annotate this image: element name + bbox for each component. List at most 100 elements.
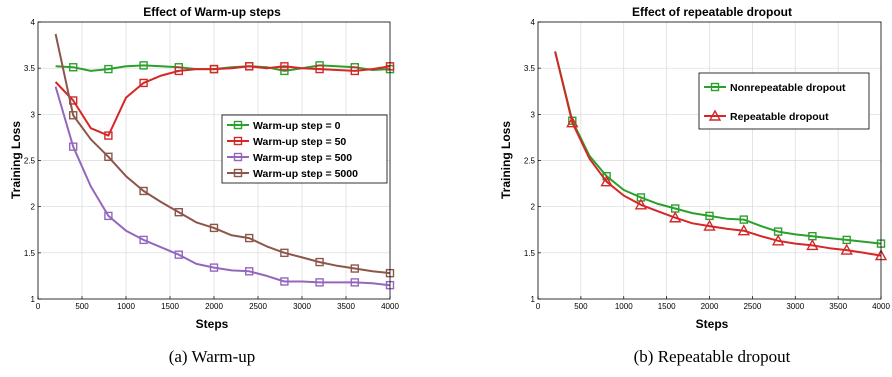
chart-a-series-1-point xyxy=(104,64,113,74)
chart-a-ylabel: Training Loss xyxy=(9,121,23,199)
chart-b-ytick-label: 1 xyxy=(531,295,536,304)
chart-a-series-3-point xyxy=(209,263,219,272)
chart-b-series-2-point xyxy=(771,234,785,246)
chart-a-xtick-label: 500 xyxy=(75,302,89,311)
chart-a-legend-box xyxy=(221,114,388,184)
chart-a-series-4-point xyxy=(244,233,254,243)
chart-a-xtick-label: 3000 xyxy=(293,302,311,311)
chart-b-ytick-label: 3.5 xyxy=(524,64,536,73)
chart-b-xtick-label: 4000 xyxy=(872,302,890,311)
chart-a-xlabel: Steps xyxy=(196,317,229,331)
chart-a-series-1-point xyxy=(280,66,289,76)
chart-b-xtick-label: 2000 xyxy=(701,302,719,311)
chart-b-xtick-label: 3000 xyxy=(786,302,804,311)
chart-a-legend-marker xyxy=(233,168,243,178)
chart-b-series-2-point xyxy=(737,224,750,236)
chart-b-xtick-label: 1000 xyxy=(615,302,633,311)
chart-b-ytick-label: 4 xyxy=(531,18,536,27)
chart-a-legend-label: Warm-up step = 500 xyxy=(253,152,352,164)
chart-a-series-2-point xyxy=(174,66,184,76)
chart-b-title: Effect of repeatable dropout xyxy=(632,5,792,19)
chart-a-series-3-point xyxy=(139,235,148,245)
chart-a-xtick-label: 4000 xyxy=(381,302,399,311)
chart-b-ytick-label: 2 xyxy=(531,203,536,212)
chart-a-series-2-point xyxy=(139,78,148,88)
chart-b-xtick-label: 0 xyxy=(536,302,541,311)
chart-a-legend-marker xyxy=(233,120,243,130)
chart-b-series-2-point xyxy=(840,243,853,255)
chart-b-series-2-point xyxy=(806,239,819,251)
chart-a-ytick-label: 2.5 xyxy=(24,157,36,166)
chart-b-xtick-label: 3500 xyxy=(829,302,847,311)
chart-b-series-2-point xyxy=(634,198,648,210)
chart-b-legend-marker xyxy=(708,109,722,121)
chart-a-ytick-label: 1 xyxy=(31,295,36,304)
chart-b-series-2-point xyxy=(566,116,579,128)
chart-b-ytick-label: 3 xyxy=(531,110,536,119)
chart-a-legend-label: Warm-up step = 50 xyxy=(253,136,346,148)
chart-b-series-2-line xyxy=(554,51,882,257)
chart-b-caption: (b) Repeatable dropout xyxy=(634,347,791,366)
chart-a-series-3-point xyxy=(315,278,324,287)
chart-b-plot: 0 500 1000 1500 2000 2500 3000 3500 4000 1 1.5 2 2.5… xyxy=(524,18,891,311)
chart-a-xtick-label: 2000 xyxy=(205,302,223,311)
chart-a-series-2-line xyxy=(54,65,391,137)
chart-a-series-3-point xyxy=(350,278,359,287)
chart-b-series-1-point xyxy=(705,211,714,221)
chart-b-series-1-point xyxy=(842,235,851,245)
chart-a-ytick-label: 1.5 xyxy=(24,249,36,258)
chart-a-series-4-point xyxy=(104,152,113,162)
chart-a-series-2-point xyxy=(280,62,289,71)
chart-a-series-4-point xyxy=(280,248,289,258)
chart-a-legend-marker xyxy=(233,136,243,146)
chart-b-ytick-label: 2.5 xyxy=(524,157,536,166)
chart-b-legend-label: Repeatable dropout xyxy=(730,111,829,123)
chart-a-series-4-point xyxy=(139,186,148,196)
chart-b-xtick-label: 2500 xyxy=(743,302,761,311)
chart-a-legend-label: Warm-up step = 5000 xyxy=(253,168,358,180)
chart-a-ytick-label: 4 xyxy=(31,18,36,27)
chart-b-series-1-point xyxy=(739,215,748,224)
chart-a-series-4-point xyxy=(315,257,324,267)
chart-a-series-3-point xyxy=(280,277,289,286)
chart-a-series-3-point xyxy=(244,267,254,276)
chart-a-legend: Warm-up step = 0 Warm-up step = 50 Warm-up… xyxy=(221,114,388,184)
chart-b-xtick-label: 500 xyxy=(574,302,588,311)
chart-a-series-4-point xyxy=(68,111,78,120)
chart-a-ytick-label: 3.5 xyxy=(24,64,36,73)
chart-a-xtick-label: 1000 xyxy=(117,302,135,311)
chart-a-series-4-point xyxy=(174,208,184,217)
chart-a-series-2-point xyxy=(104,131,113,140)
chart-a-ytick-label: 3 xyxy=(31,110,36,119)
chart-a-series-3-point xyxy=(174,250,184,259)
chart-a-legend-label: Warm-up step = 0 xyxy=(253,120,341,132)
chart-a-xtick-label: 3500 xyxy=(337,302,355,311)
chart-b-series-2-point xyxy=(703,219,716,231)
chart-a-legend-marker xyxy=(233,152,243,162)
chart-a-xtick-label: 2500 xyxy=(249,302,267,311)
chart-a-series-1-point xyxy=(68,63,78,72)
chart-a-series-1-point xyxy=(139,61,148,70)
chart-b-legend-marker xyxy=(710,82,720,92)
chart-b-legend: Nonrepeatable dropout Repeatable dropout xyxy=(698,72,870,130)
chart-b-ytick-label: 1.5 xyxy=(524,249,536,258)
chart-a-series-4-point xyxy=(350,264,359,273)
chart-b-legend-box xyxy=(698,72,870,130)
chart-a-caption: (a) Warm-up xyxy=(169,347,256,366)
chart-a-plot: 0 500 1000 1500 2000 2500 3000 3500 4000 1 1.5 2 2.5… xyxy=(24,18,400,311)
chart-a-series-2-point xyxy=(350,66,359,76)
chart-b-series-2-point xyxy=(600,175,613,187)
chart-a-frame xyxy=(37,21,391,300)
chart-b-frame xyxy=(537,21,882,300)
chart-b-ylabel: Training Loss xyxy=(499,121,513,199)
chart-b-xlabel: Steps xyxy=(696,317,729,331)
chart-a-ytick-label: 2 xyxy=(31,203,36,212)
chart-a-series-2-point xyxy=(244,62,254,71)
chart-a-series-2-point xyxy=(315,64,324,74)
chart-a-xtick-label: 0 xyxy=(36,302,41,311)
chart-b-xtick-label: 1500 xyxy=(658,302,676,311)
chart-b-legend-label: Nonrepeatable dropout xyxy=(730,82,846,94)
chart-a-series-3-point xyxy=(68,142,78,151)
chart-a-title: Effect of Warm-up steps xyxy=(143,5,281,19)
